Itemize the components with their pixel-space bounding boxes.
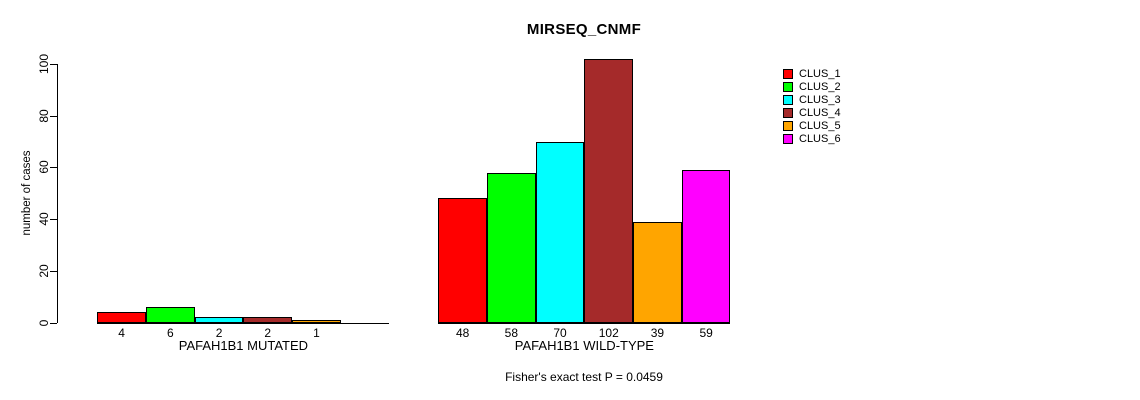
bar-value-label: 39 xyxy=(650,326,665,340)
y-axis-tick-label-text: 0 xyxy=(37,319,51,326)
clus_4-bar xyxy=(584,58,634,324)
bar-value-label: 4 xyxy=(118,326,125,340)
y-axis-tick-label-text: 40 xyxy=(37,212,51,226)
legend-swatch-icon xyxy=(783,133,793,144)
y-axis-tick xyxy=(50,167,57,169)
bar-value-label: 6 xyxy=(167,326,174,340)
legend-swatch-icon xyxy=(783,94,793,105)
bar-value-label: 102 xyxy=(598,326,619,340)
y-axis-tick-label-text: 80 xyxy=(37,109,51,123)
y-axis-tick xyxy=(50,322,57,324)
clus_2-bar xyxy=(487,172,536,324)
legend-label: CLUS_5 xyxy=(799,119,841,132)
legend-label: CLUS_4 xyxy=(799,106,841,119)
chart-title: MIRSEQ_CNMF xyxy=(526,21,642,38)
fisher-test-annotation: Fisher's exact test P = 0.0459 xyxy=(505,370,663,384)
clus_2-bar xyxy=(146,306,195,324)
bar-value-label: 2 xyxy=(264,326,272,340)
legend-swatch-icon xyxy=(783,81,793,92)
legend-swatch-icon xyxy=(783,107,793,118)
legend-item-clus_2: CLUS_2 xyxy=(783,80,841,93)
legend-label: CLUS_1 xyxy=(799,67,841,80)
group-label: PAFAH1B1 MUTATED xyxy=(178,338,309,353)
legend-label: CLUS_3 xyxy=(799,93,841,106)
legend-label: CLUS_2 xyxy=(799,80,841,93)
legend-item-clus_3: CLUS_3 xyxy=(783,93,841,106)
legend-swatch-icon xyxy=(783,120,793,131)
legend-swatch-icon xyxy=(783,68,793,79)
y-axis-tick-label-text: 60 xyxy=(37,160,51,175)
x-axis-baseline xyxy=(438,322,731,324)
y-axis-tick xyxy=(50,115,57,117)
legend-item-clus_4: CLUS_4 xyxy=(783,106,841,119)
legend: CLUS_1 CLUS_2 CLUS_3 CLUS_4 CLUS_5 CLUS_6 xyxy=(783,67,841,145)
y-axis-label-text: number of cases xyxy=(21,150,33,236)
clus_3-bar xyxy=(535,141,585,324)
bar-value-label: 2 xyxy=(215,326,223,340)
y-axis-tick-label-text: 20 xyxy=(37,264,51,278)
clus_5-bar xyxy=(633,221,682,324)
bar-value-label: 59 xyxy=(699,326,713,340)
y-axis-line xyxy=(57,64,58,324)
legend-item-clus_6: CLUS_6 xyxy=(783,132,841,145)
group-label: PAFAH1B1 WILD-TYPE xyxy=(514,338,654,353)
y-axis-tick-label-text: 100 xyxy=(37,54,51,75)
bar-value-label: 48 xyxy=(455,326,470,340)
y-axis-tick xyxy=(50,64,57,66)
legend-item-clus_1: CLUS_1 xyxy=(783,67,841,80)
y-axis-tick xyxy=(50,270,57,272)
legend-item-clus_5: CLUS_5 xyxy=(783,119,841,132)
bar-value-label: 1 xyxy=(313,326,320,340)
legend-label: CLUS_6 xyxy=(799,132,841,145)
bar-value-label: 70 xyxy=(553,326,567,340)
clus_1-bar xyxy=(438,198,487,324)
bar-value-label: 58 xyxy=(504,326,519,340)
y-axis-tick xyxy=(50,219,57,221)
x-axis-baseline xyxy=(97,322,390,324)
clus_6-bar xyxy=(681,170,731,324)
